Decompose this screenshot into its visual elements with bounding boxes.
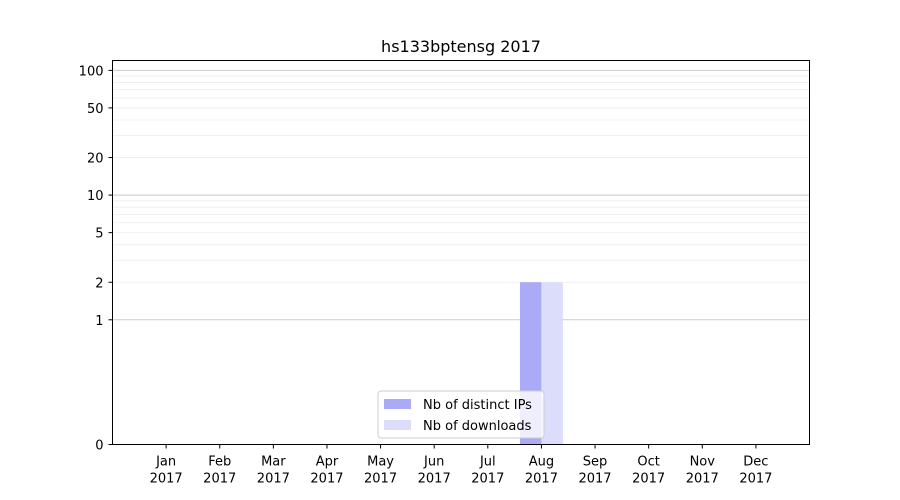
x-tick-label-year: 2017 (150, 472, 183, 487)
x-tick-label-month: Sep (583, 455, 608, 470)
y-tick-label: 2 (95, 276, 103, 291)
x-tick-label-month: Apr (316, 455, 339, 470)
y-tick-label: 100 (79, 64, 104, 79)
x-tick-label-year: 2017 (471, 472, 504, 487)
x-tick-label-month: Aug (529, 455, 554, 470)
x-tick-label-month: Oct (637, 455, 659, 470)
x-tick-label-year: 2017 (632, 472, 665, 487)
x-tick-label-month: Mar (261, 455, 286, 470)
x-tick-label-year: 2017 (257, 472, 290, 487)
legend-label-downloads: Nb of downloads (423, 419, 532, 434)
legend-swatch-distinct-ips (384, 399, 411, 409)
x-axis: Jan 2017 Feb 2017 Mar 2017 Apr 2017 May 2017 Jun 20… (150, 444, 772, 487)
x-tick-label-year: 2017 (418, 472, 451, 487)
legend-frame (377, 390, 545, 439)
y-tick-label: 50 (87, 102, 104, 117)
x-tick-label-year: 2017 (364, 472, 397, 487)
grid-lines (112, 69, 810, 321)
x-tick-label-year: 2017 (739, 472, 772, 487)
y-tick-label: 1 (95, 314, 103, 329)
x-tick-label-year: 2017 (578, 472, 611, 487)
legend-swatch-downloads (384, 420, 411, 430)
y-axis: 0 1 2 5 10 20 50 100 (79, 64, 113, 454)
bar-downloads (541, 282, 563, 445)
x-tick-label-year: 2017 (525, 472, 558, 487)
x-tick-label-month: Jun (423, 455, 444, 470)
y-tick-label: 0 (95, 439, 103, 454)
chart-title: hs133bptensg 2017 (381, 37, 541, 56)
y-tick-label: 5 (95, 227, 103, 242)
x-tick-label-month: May (367, 455, 394, 470)
x-tick-label-year: 2017 (686, 472, 719, 487)
x-tick-label-month: Dec (743, 455, 768, 470)
x-tick-label-month: Jul (479, 455, 496, 470)
x-tick-label-month: Nov (690, 455, 716, 470)
x-tick-label-year: 2017 (203, 472, 236, 487)
legend-label-distinct-ips: Nb of distinct IPs (423, 398, 532, 413)
x-tick-label-month: Feb (208, 455, 231, 470)
x-tick-label-month: Jan (155, 455, 176, 470)
y-tick-label: 10 (87, 189, 104, 204)
plot-area (112, 60, 810, 445)
y-tick-label: 20 (87, 152, 104, 167)
legend: Nb of distinct IPs Nb of downloads (377, 390, 545, 439)
x-tick-label-year: 2017 (310, 472, 343, 487)
